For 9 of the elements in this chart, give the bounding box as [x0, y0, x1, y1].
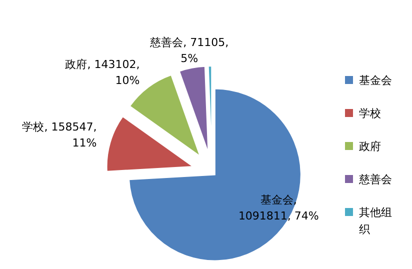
- data-label: 政府, 143102, 10%: [65, 58, 140, 88]
- legend-label: 其他组织: [359, 206, 392, 236]
- legend-label: 学校: [359, 107, 381, 120]
- data-label: 慈善会, 71105, 5%: [149, 36, 229, 66]
- data-label: 基金会, 1091811, 74%: [238, 193, 319, 222]
- legend-label: 政府: [359, 140, 381, 153]
- legend-label: 慈善会: [358, 173, 392, 186]
- legend-label: 基金会: [359, 74, 392, 87]
- data-label: 学校, 158547, 11%: [22, 120, 97, 150]
